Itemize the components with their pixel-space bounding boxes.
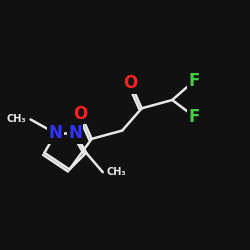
Text: F: F — [189, 72, 200, 90]
Text: O: O — [74, 105, 88, 123]
Text: N: N — [48, 124, 62, 142]
Text: O: O — [124, 74, 138, 92]
Text: N: N — [68, 124, 82, 142]
Text: F: F — [189, 108, 200, 126]
Text: CH₃: CH₃ — [107, 167, 126, 177]
Text: CH₃: CH₃ — [7, 114, 26, 124]
